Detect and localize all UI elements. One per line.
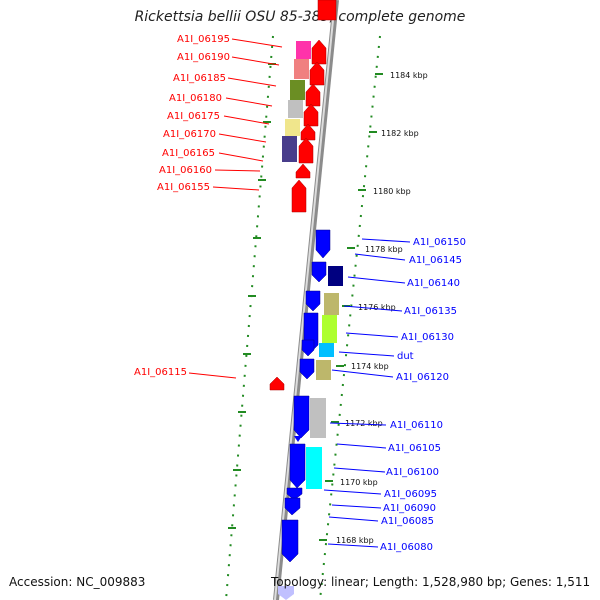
reverse-colored-boxes <box>306 266 343 489</box>
gene-arrow[interactable] <box>300 123 316 141</box>
tick-label: 1168 kbp <box>336 536 374 545</box>
gene-arrow[interactable] <box>299 358 315 380</box>
gene-label[interactable]: A1I_06110 <box>390 420 443 431</box>
color-box[interactable] <box>288 100 303 118</box>
gene-arrow[interactable] <box>305 290 321 312</box>
forward-gene-arrows <box>269 0 337 391</box>
gene-label[interactable]: A1I_06095 <box>384 489 437 500</box>
gene-arrow[interactable] <box>317 0 337 21</box>
gene-label[interactable]: A1I_06100 <box>386 467 439 478</box>
gene-label[interactable]: A1I_06080 <box>380 542 433 553</box>
gene-arrow[interactable] <box>295 163 311 179</box>
left-guide-ticks <box>228 63 276 529</box>
reverse-label-lines <box>323 238 411 548</box>
tick-label: 1174 kbp <box>351 362 389 371</box>
color-box[interactable] <box>290 80 305 100</box>
gene-label[interactable]: A1I_06150 <box>413 237 466 248</box>
color-box[interactable] <box>282 136 297 162</box>
color-box[interactable] <box>310 398 326 438</box>
color-box[interactable] <box>319 343 334 357</box>
forward-label-lines <box>188 38 283 379</box>
accession-label: Accession: NC_009883 <box>9 575 146 589</box>
color-box[interactable] <box>306 447 322 489</box>
tick-label: 1184 kbp <box>390 71 428 80</box>
gene-arrow[interactable] <box>311 261 327 283</box>
gene-label[interactable]: A1I_06145 <box>409 255 462 266</box>
gene-label[interactable]: A1I_06190 <box>177 52 230 63</box>
gene-label[interactable]: A1I_06185 <box>173 73 226 84</box>
gene-label[interactable]: dut <box>397 351 414 362</box>
tick-label: 1182 kbp <box>381 129 419 138</box>
color-box[interactable] <box>285 119 300 136</box>
reverse-gene-arrows <box>278 229 331 600</box>
gene-arrow[interactable] <box>298 137 314 164</box>
reverse-gene-labels: A1I_06150 A1I_06145 A1I_06140 A1I_06135 … <box>380 237 466 553</box>
gene-arrow[interactable] <box>309 61 325 86</box>
gene-label[interactable]: A1I_06130 <box>401 332 454 343</box>
tick-label: 1170 kbp <box>340 478 378 487</box>
tick-label: 1176 kbp <box>358 303 396 312</box>
gene-label[interactable]: A1I_06180 <box>169 93 222 104</box>
color-box[interactable] <box>296 41 311 59</box>
gene-label[interactable]: A1I_06085 <box>381 516 434 527</box>
gene-arrow[interactable] <box>311 39 327 65</box>
gene-label[interactable]: A1I_06090 <box>383 503 436 514</box>
color-box[interactable] <box>322 315 337 343</box>
gene-label[interactable]: A1I_06140 <box>407 278 460 289</box>
gene-label[interactable]: A1I_06105 <box>388 443 441 454</box>
gene-label[interactable]: A1I_06165 <box>162 148 215 159</box>
gene-arrow[interactable] <box>278 586 294 600</box>
gene-arrow[interactable] <box>269 376 285 391</box>
gene-arrow[interactable] <box>315 229 331 259</box>
color-box[interactable] <box>328 266 343 286</box>
forward-gene-labels: A1I_06195 A1I_06190 A1I_06185 A1I_06180 … <box>134 34 230 378</box>
map-title: Rickettsia bellii OSU 85-389, complete g… <box>134 9 466 25</box>
gene-label[interactable]: A1I_06170 <box>163 129 216 140</box>
gene-arrow[interactable] <box>303 103 319 127</box>
gene-label[interactable]: A1I_06195 <box>177 34 230 45</box>
gene-arrow[interactable] <box>294 436 302 442</box>
color-box[interactable] <box>324 293 339 315</box>
tick-label: 1180 kbp <box>373 187 411 196</box>
gene-arrow[interactable] <box>291 179 307 213</box>
gene-label[interactable]: A1I_06135 <box>404 306 457 317</box>
color-box[interactable] <box>294 59 309 79</box>
genome-summary: Topology: linear; Length: 1,528,980 bp; … <box>271 575 591 589</box>
gene-label[interactable]: A1I_06115 <box>134 367 187 378</box>
forward-colored-boxes <box>282 41 311 162</box>
gene-label[interactable]: A1I_06155 <box>157 182 210 193</box>
tick-label: 1172 kbp <box>345 419 383 428</box>
left-guide-line <box>225 35 274 600</box>
gene-arrow[interactable] <box>284 497 301 516</box>
tick-label: 1178 kbp <box>365 245 403 254</box>
gene-label[interactable]: A1I_06120 <box>396 372 449 383</box>
color-box[interactable] <box>316 360 331 380</box>
gene-arrow[interactable] <box>286 487 303 501</box>
gene-arrow[interactable] <box>301 339 315 357</box>
gene-arrow[interactable] <box>293 395 310 439</box>
gene-label[interactable]: A1I_06160 <box>159 165 212 176</box>
gene-arrow[interactable] <box>305 83 321 107</box>
gene-arrow[interactable] <box>289 443 306 489</box>
gene-label[interactable]: A1I_06175 <box>167 111 220 122</box>
gene-arrow[interactable] <box>281 519 299 563</box>
